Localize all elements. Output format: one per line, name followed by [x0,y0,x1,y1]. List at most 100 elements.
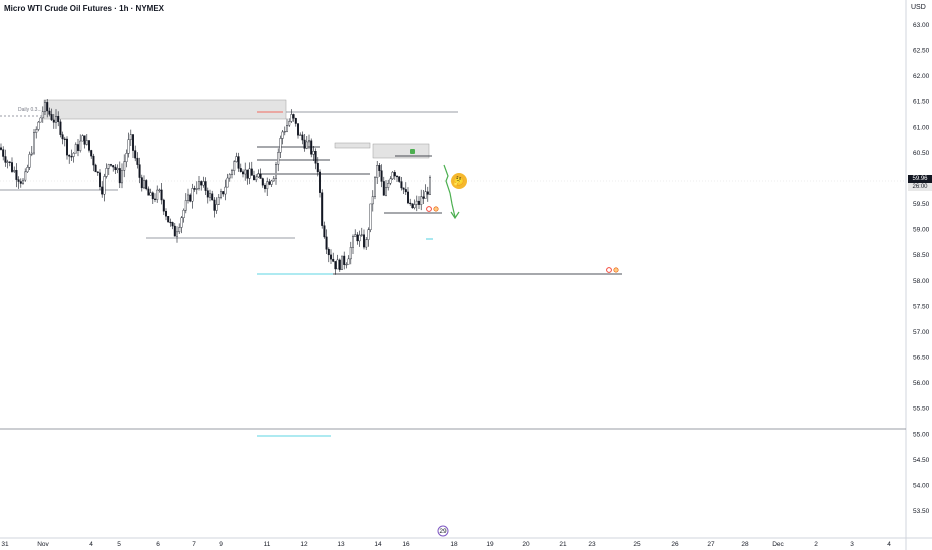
candle-body [310,140,313,155]
candle-body [167,215,170,223]
y-tick-label: 54.00 [913,482,930,489]
y-tick-label: 62.50 [913,48,930,55]
candle-body [270,180,273,185]
candle-body [305,141,308,149]
candle-body [230,170,233,175]
x-tick-label: 21 [559,541,567,548]
candle-body [275,164,278,179]
y-tick-label: 60.50 [913,150,930,157]
candle-body [301,134,304,141]
candle-body [352,236,355,248]
x-tick-label: 16 [402,541,410,548]
candle-body [246,169,249,179]
thinking-emoji-icon: 🤔 [451,173,467,189]
candle-body [98,172,101,188]
candle-body [369,203,372,230]
candle-body [319,171,322,193]
candle-body [407,191,410,204]
candle-body [94,164,97,173]
x-tick-label: 27 [707,541,715,548]
candle-body [182,210,185,219]
candle-body [180,217,183,228]
candle-body [68,154,71,157]
candle-body [85,140,88,145]
candle-body [156,189,159,200]
candle-body [103,176,106,195]
x-tick-label: 13 [337,541,345,548]
candle-body [321,192,324,226]
x-tick-label: Nov [37,541,49,548]
candle-body [127,139,130,154]
event-badge-label: 29 [439,528,447,535]
candle-body [83,135,86,145]
candle-body [24,171,27,181]
x-tick-label: 23 [588,541,596,548]
candle-body [264,185,267,189]
candle-body [367,229,370,240]
y-tick-label: 61.00 [913,124,930,131]
candle-body [52,119,55,123]
candle-body [426,191,429,195]
candle-body [116,168,119,171]
candle-body [37,121,40,130]
candle-body [120,170,123,184]
candle-body [55,116,58,123]
candle-body [323,225,326,238]
candle-body [422,196,425,199]
candle-body [393,172,396,177]
candle-body [33,132,36,154]
candle-body [272,178,275,182]
candle-body [219,191,222,198]
candle-body [145,180,148,190]
candle-body [413,204,416,209]
candle-body [131,134,134,151]
candle-body [398,176,401,182]
candle-body [387,183,390,188]
target-magnet-icon [426,206,432,212]
candle-body [138,164,141,178]
candle-body [391,172,394,180]
candle-body [424,191,427,199]
candle-body [112,165,115,168]
projection-arrowhead [450,211,460,220]
supply-zone [43,99,287,120]
candle-body [376,165,379,178]
candle-body [123,161,126,171]
candle-body [4,156,7,163]
candle-body [169,221,172,224]
target-magnet-icon [606,267,612,273]
y-tick-label: 59.50 [913,201,930,208]
check-icon [410,149,415,154]
candle-body [411,203,414,209]
candle-body [87,140,90,151]
candle-body [325,236,328,250]
candle-body [332,258,335,262]
x-tick-label: 9 [219,541,223,548]
candle-body [327,249,330,256]
x-tick-label: 7 [192,541,196,548]
y-tick-label: 61.50 [913,99,930,106]
y-tick-label: 55.50 [913,406,930,413]
candle-body [250,168,253,176]
candle-body [343,255,346,265]
y-tick-label: 55.00 [913,431,930,438]
candle-body [175,231,178,237]
candle-body [2,149,5,157]
candle-body [429,177,432,195]
candle-body [292,114,295,119]
candle-body [277,152,280,165]
y-tick-label: 59.00 [913,227,930,234]
supply-zone [334,142,371,149]
candle-body [259,173,262,179]
candle-body [173,225,176,237]
candle-body [294,118,297,124]
candle-body [248,168,251,179]
candle-body [303,139,306,149]
candle-body [215,204,218,211]
candle-body [349,247,352,260]
candle-body [28,154,31,168]
candle-body [70,156,73,158]
candle-body [402,187,405,190]
candle-body [13,170,16,172]
